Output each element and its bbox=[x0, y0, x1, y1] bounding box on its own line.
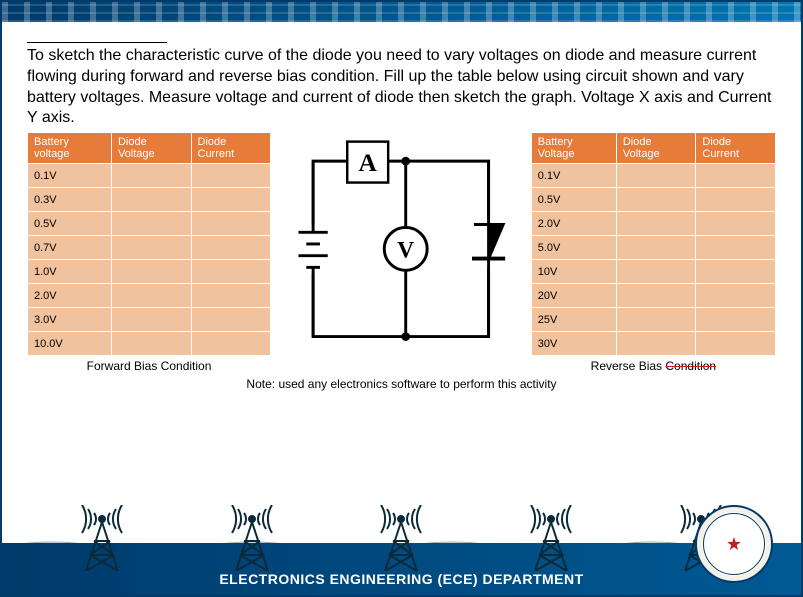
page: To sketch the characteristic curve of th… bbox=[0, 0, 803, 597]
svg-text:V: V bbox=[397, 238, 414, 264]
diode-current-cell bbox=[191, 236, 271, 260]
reverse-bias-table: Battery Voltage Diode Voltage Diode Curr… bbox=[531, 132, 776, 356]
diode-voltage-cell bbox=[616, 236, 696, 260]
battery-voltage-cell: 10V bbox=[531, 260, 616, 284]
diode-voltage-cell bbox=[111, 308, 191, 332]
battery-voltage-cell: 0.3V bbox=[28, 188, 112, 212]
diode-voltage-cell bbox=[616, 164, 696, 188]
table-row: 0.5V bbox=[28, 212, 271, 236]
table-row: 20V bbox=[531, 284, 775, 308]
rev-tbody: 0.1V0.5V2.0V5.0V10V20V25V30V bbox=[531, 164, 775, 356]
battery-voltage-cell: 30V bbox=[531, 332, 616, 356]
diode-voltage-cell bbox=[111, 260, 191, 284]
diode-voltage-cell bbox=[616, 332, 696, 356]
battery-voltage-cell: 0.5V bbox=[531, 188, 616, 212]
antenna-tower-icon bbox=[224, 505, 280, 575]
diode-current-cell bbox=[191, 164, 271, 188]
battery-voltage-cell: 20V bbox=[531, 284, 616, 308]
diode-current-cell bbox=[191, 212, 271, 236]
battery-voltage-cell: 2.0V bbox=[531, 212, 616, 236]
fwd-tbody: 0.1V0.3V0.5V0.7V1.0V2.0V3.0V10.0V bbox=[28, 164, 271, 356]
diode-voltage-cell bbox=[616, 188, 696, 212]
reverse-caption: Reverse Bias Condition bbox=[531, 359, 776, 373]
document-body: To sketch the characteristic curve of th… bbox=[2, 22, 801, 391]
content-row: Battery voltage Diode Voltage Diode Curr… bbox=[27, 132, 776, 373]
battery-voltage-cell: 3.0V bbox=[28, 308, 112, 332]
reverse-caption-struck: Condition bbox=[665, 359, 716, 373]
horizontal-rule bbox=[27, 42, 167, 43]
forward-bias-column: Battery voltage Diode Voltage Diode Curr… bbox=[27, 132, 271, 373]
table-row: 0.3V bbox=[28, 188, 271, 212]
diode-current-cell bbox=[696, 164, 776, 188]
diode-voltage-cell bbox=[111, 332, 191, 356]
table-row: 5.0V bbox=[531, 236, 775, 260]
table-row: 0.7V bbox=[28, 236, 271, 260]
footer: ELECTRONICS ENGINEERING (ECE) DEPARTMENT bbox=[2, 501, 801, 595]
diode-voltage-cell bbox=[111, 236, 191, 260]
fwd-hdr-current: Diode Current bbox=[191, 133, 271, 164]
table-row: 10.0V bbox=[28, 332, 271, 356]
diode-voltage-cell bbox=[111, 284, 191, 308]
diode-voltage-cell bbox=[111, 188, 191, 212]
diode-current-cell bbox=[696, 332, 776, 356]
table-row: 2.0V bbox=[28, 284, 271, 308]
diode-current-cell bbox=[696, 308, 776, 332]
diode-voltage-cell bbox=[616, 212, 696, 236]
diode-current-cell bbox=[696, 188, 776, 212]
diode-current-cell bbox=[696, 260, 776, 284]
battery-voltage-cell: 0.1V bbox=[531, 164, 616, 188]
diode-current-cell bbox=[191, 260, 271, 284]
table-row: 1.0V bbox=[28, 260, 271, 284]
forward-caption: Forward Bias Condition bbox=[27, 359, 271, 373]
tower-icons-row bbox=[2, 505, 801, 575]
header-circuit-trace bbox=[2, 2, 801, 22]
reverse-caption-prefix: Reverse Bias bbox=[591, 359, 666, 373]
diode-current-cell bbox=[191, 284, 271, 308]
footer-text: ELECTRONICS ENGINEERING (ECE) DEPARTMENT bbox=[2, 571, 801, 587]
reverse-bias-column: Battery Voltage Diode Voltage Diode Curr… bbox=[531, 132, 776, 373]
table-row: 10V bbox=[531, 260, 775, 284]
svg-text:A: A bbox=[359, 149, 378, 177]
diode-voltage-cell bbox=[616, 308, 696, 332]
diode-current-cell bbox=[696, 236, 776, 260]
table-row: 0.1V bbox=[531, 164, 775, 188]
antenna-tower-icon bbox=[373, 505, 429, 575]
instruction-text: To sketch the characteristic curve of th… bbox=[27, 46, 776, 129]
note-text: Note: used any electronics software to p… bbox=[27, 377, 776, 391]
diode-current-cell bbox=[696, 284, 776, 308]
battery-voltage-cell: 10.0V bbox=[28, 332, 112, 356]
diode-current-cell bbox=[191, 308, 271, 332]
table-row: 25V bbox=[531, 308, 775, 332]
fwd-hdr-voltage: Diode Voltage bbox=[111, 133, 191, 164]
battery-voltage-cell: 0.7V bbox=[28, 236, 112, 260]
circuit-diagram: A V bbox=[279, 127, 523, 363]
battery-voltage-cell: 25V bbox=[531, 308, 616, 332]
diode-current-cell bbox=[191, 332, 271, 356]
diode-current-cell bbox=[191, 188, 271, 212]
antenna-tower-icon bbox=[74, 505, 130, 575]
rev-hdr-voltage: Diode Voltage bbox=[616, 133, 696, 164]
table-row: 0.5V bbox=[531, 188, 775, 212]
rev-hdr-battery: Battery Voltage bbox=[531, 133, 616, 164]
diode-voltage-cell bbox=[111, 164, 191, 188]
battery-voltage-cell: 0.5V bbox=[28, 212, 112, 236]
table-row: 3.0V bbox=[28, 308, 271, 332]
forward-bias-table: Battery voltage Diode Voltage Diode Curr… bbox=[27, 132, 271, 356]
battery-voltage-cell: 1.0V bbox=[28, 260, 112, 284]
table-row: 2.0V bbox=[531, 212, 775, 236]
battery-voltage-cell: 5.0V bbox=[531, 236, 616, 260]
diode-voltage-cell bbox=[616, 284, 696, 308]
rev-hdr-current: Diode Current bbox=[696, 133, 776, 164]
antenna-tower-icon bbox=[523, 505, 579, 575]
battery-voltage-cell: 2.0V bbox=[28, 284, 112, 308]
battery-voltage-cell: 0.1V bbox=[28, 164, 112, 188]
diode-current-cell bbox=[696, 212, 776, 236]
table-row: 30V bbox=[531, 332, 775, 356]
diode-voltage-cell bbox=[616, 260, 696, 284]
diode-voltage-cell bbox=[111, 212, 191, 236]
fwd-hdr-battery: Battery voltage bbox=[28, 133, 112, 164]
table-row: 0.1V bbox=[28, 164, 271, 188]
